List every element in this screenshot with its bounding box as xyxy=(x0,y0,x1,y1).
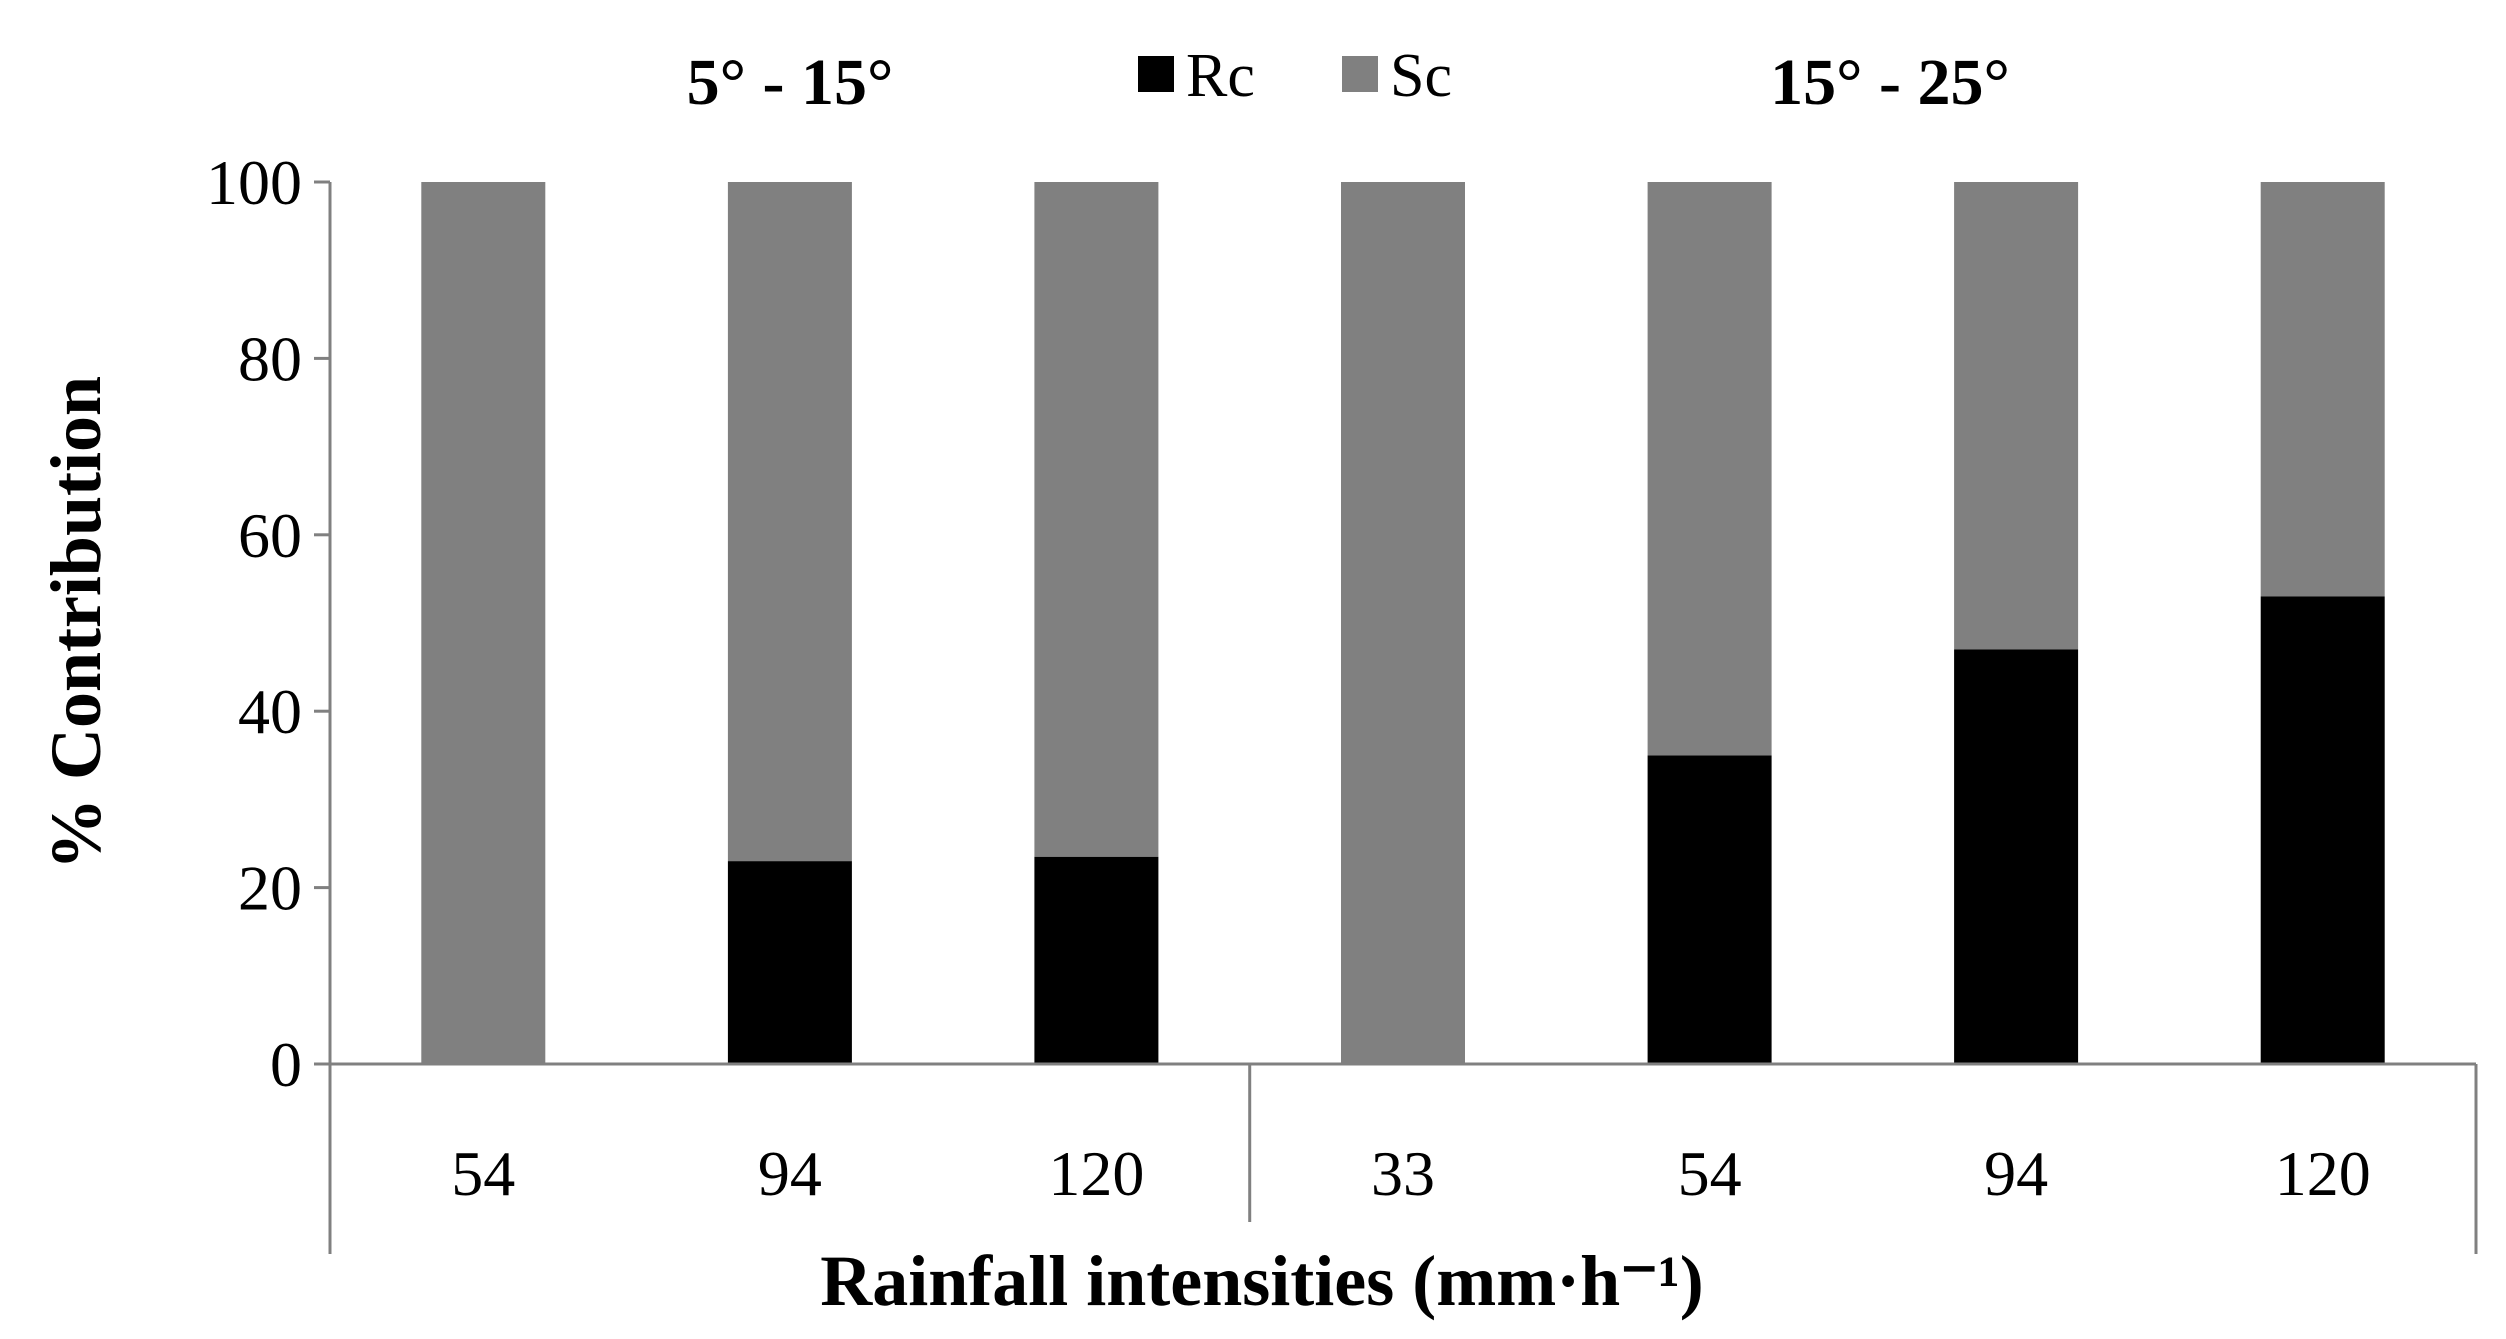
bar-rc-6 xyxy=(1954,649,2079,1064)
x-tick-label-1: 54 xyxy=(451,1138,515,1209)
y-tick-label-80: 80 xyxy=(238,323,302,394)
x-tick-label-4: 33 xyxy=(1371,1138,1435,1209)
x-tick-label-5: 54 xyxy=(1678,1138,1742,1209)
x-axis-title: Rainfall intensities (mm·h⁻¹) xyxy=(820,1241,1704,1321)
bar-sc-4 xyxy=(1341,182,1465,1064)
y-tick-label-0: 0 xyxy=(270,1029,302,1100)
legend-swatch-rc xyxy=(1138,56,1174,92)
y-tick-label-40: 40 xyxy=(238,676,302,747)
bar-sc-1 xyxy=(421,182,546,1064)
legend: Rc Sc xyxy=(1138,42,1452,110)
x-tick-label-3: 120 xyxy=(1048,1138,1144,1209)
group-label-2: 15° - 25° xyxy=(1770,46,2010,119)
bar-sc-6 xyxy=(1954,182,2079,650)
y-tick-label-60: 60 xyxy=(238,500,302,571)
group-label-1: 5° - 15° xyxy=(687,46,894,119)
bar-sc-5 xyxy=(1647,182,1772,756)
bar-sc-7 xyxy=(2260,182,2385,597)
bar-sc-2 xyxy=(727,182,852,862)
legend-swatch-sc xyxy=(1342,56,1378,92)
bar-sc-3 xyxy=(1034,182,1159,857)
x-tick-label-7: 120 xyxy=(2275,1138,2371,1209)
bars-layer xyxy=(421,182,2385,1064)
bar-rc-3 xyxy=(1034,856,1159,1064)
y-tick-label-100: 100 xyxy=(206,147,302,218)
x-ticks: 54 94 120 33 54 94 120 xyxy=(328,1064,2478,1254)
x-tick-label-6: 94 xyxy=(1984,1138,2048,1209)
legend-label-rc: Rc xyxy=(1186,42,1255,110)
y-ticks: 0 20 40 60 80 100 xyxy=(206,147,330,1100)
bar-rc-5 xyxy=(1647,755,1772,1064)
bar-rc-2 xyxy=(727,861,852,1064)
legend-label-sc: Sc xyxy=(1390,42,1452,110)
y-tick-label-20: 20 xyxy=(238,853,302,924)
y-axis-title: % Contribution xyxy=(36,376,116,870)
group-labels: 5° - 15° 15° - 25° xyxy=(687,46,2010,119)
axes-layer xyxy=(328,182,2476,1066)
bar-rc-7 xyxy=(2260,596,2385,1064)
x-tick-label-2: 94 xyxy=(758,1138,822,1209)
